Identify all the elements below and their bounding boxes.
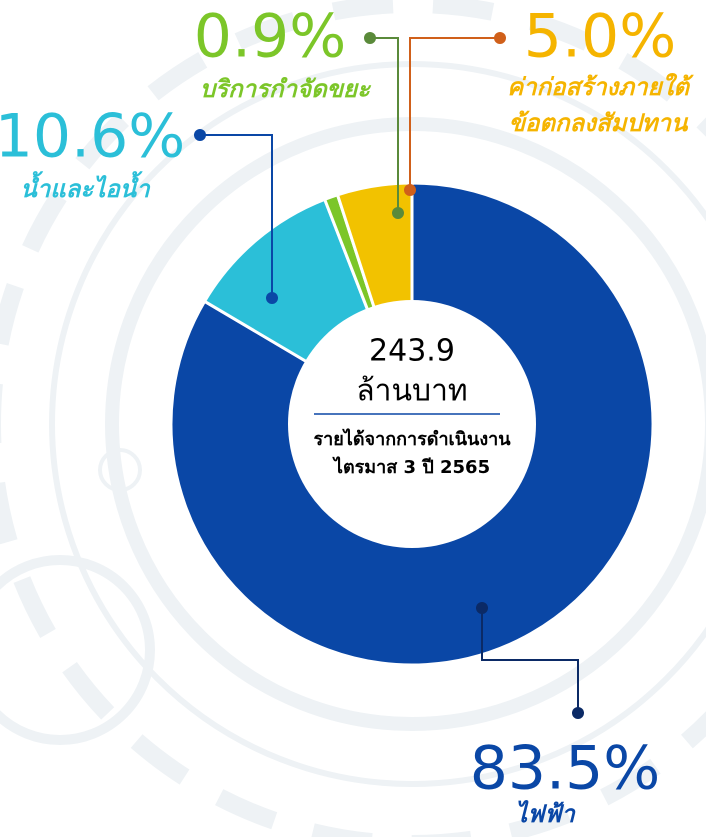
- category-label: ค่าก่อสร้างภายใต้: [507, 73, 694, 101]
- leader-dot: [364, 32, 376, 44]
- leader-dot: [572, 707, 584, 719]
- category-label: ไฟฟ้า: [515, 800, 576, 828]
- category-label: บริการกำจัดขยะ: [200, 75, 372, 103]
- leader-dot: [476, 602, 488, 614]
- donut-slice: [169, 181, 655, 667]
- leader-dot: [392, 207, 404, 219]
- center-caption: ไตรมาส 3 ปี 2565: [332, 456, 490, 478]
- leader-dot: [266, 292, 278, 304]
- leader-dot: [494, 32, 506, 44]
- category-label: น้ำและไอน้ำ: [20, 171, 151, 203]
- leader-line: [370, 37, 399, 213]
- leader-line: [200, 134, 273, 298]
- leader-dot: [404, 184, 416, 196]
- leader-line: [409, 37, 500, 190]
- donut-hole: [288, 300, 536, 548]
- value-label: 10.6%: [0, 102, 185, 172]
- center-caption: รายได้จากการดำเนินงาน: [313, 428, 511, 450]
- center-value: 243.9: [369, 334, 455, 369]
- category-label: ข้อตกลงสัมปทาน: [509, 109, 689, 137]
- leader-line: [481, 608, 579, 713]
- value-label: 0.9%: [194, 2, 346, 72]
- value-label: 83.5%: [470, 734, 661, 804]
- leader-dot: [194, 129, 206, 141]
- value-label: 5.0%: [524, 2, 676, 72]
- center-unit: ล้านบาท: [356, 374, 467, 409]
